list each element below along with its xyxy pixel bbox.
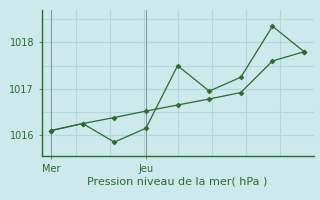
X-axis label: Pression niveau de la mer( hPa ): Pression niveau de la mer( hPa ) (87, 176, 268, 186)
